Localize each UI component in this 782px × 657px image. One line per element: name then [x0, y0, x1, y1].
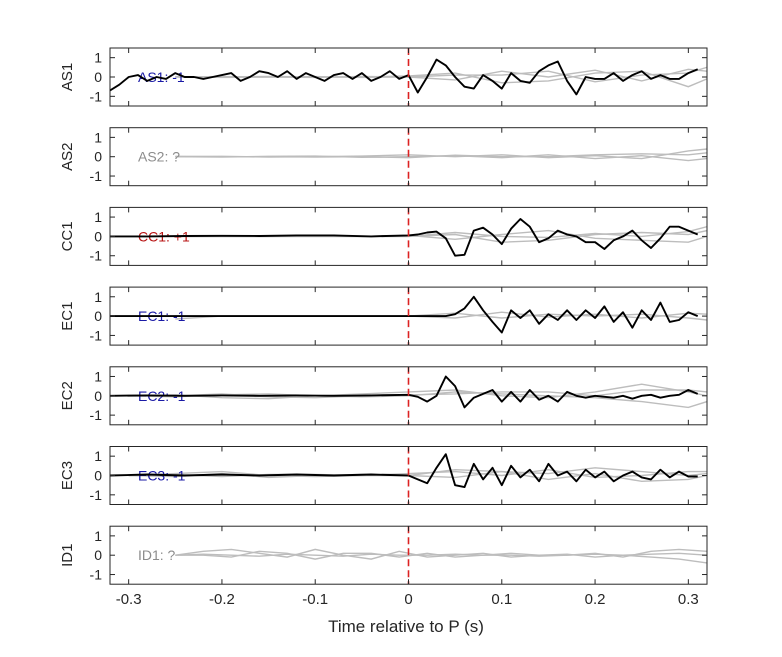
panel-traces: ID1: ? [138, 547, 707, 564]
y-tick-label: -1 [90, 407, 103, 423]
waveform-trace [110, 295, 699, 334]
panel-ec1: EC1: -1 1 0 -1 EC1 [59, 286, 708, 346]
y-tick-label: 0 [94, 308, 102, 324]
y-tick-label: -1 [90, 248, 103, 264]
station-axis-label: EC3 [59, 461, 76, 490]
x-tick-label: 0.3 [678, 591, 699, 608]
station-axis-label: AS2 [59, 143, 76, 171]
background-trace [175, 548, 707, 560]
x-tick-label: 0 [404, 591, 412, 608]
panel-traces: EC2: -1 [110, 375, 707, 409]
y-tick-label: 0 [94, 547, 102, 563]
panel-cc1: CC1: +1 1 0 -1 CC1 [59, 206, 708, 266]
background-trace [175, 152, 707, 159]
y-tick-label: 1 [94, 289, 102, 305]
station-axis-label: ID1 [59, 544, 76, 567]
panel-id1: ID1: ? 1 0 -1 ID1 [59, 525, 708, 585]
panel-traces: EC1: -1 [110, 295, 707, 334]
background-trace [175, 66, 707, 83]
polarity-label: AS2: ? [138, 149, 180, 165]
panel-ec3: EC3: -1 1 0 -1 EC3 [59, 446, 708, 505]
polarity-label: ID1: ? [138, 547, 176, 563]
y-tick-label: -1 [90, 567, 103, 583]
y-tick-label: 0 [94, 228, 102, 244]
x-tick-label: -0.3 [116, 591, 142, 608]
y-tick-label: 1 [94, 368, 102, 384]
panel-traces: AS2: ? [138, 148, 707, 165]
waveform-trace [110, 375, 699, 409]
panel-traces: EC3: -1 [110, 453, 707, 489]
y-tick-label: 1 [94, 448, 102, 464]
background-trace [128, 389, 707, 399]
y-tick-label: 0 [94, 149, 102, 165]
y-tick-label: -1 [90, 88, 103, 104]
station-axis-label: CC1 [59, 221, 76, 251]
y-tick-label: -1 [90, 168, 103, 184]
panel-traces: CC1: +1 [110, 218, 707, 257]
y-tick-label: 1 [94, 129, 102, 145]
waveform-trace [110, 58, 699, 96]
x-axis: -0.3 -0.2 -0.1 0 0.1 0.2 0.3 [116, 591, 699, 608]
station-axis-label: EC1 [59, 302, 76, 331]
y-tick-label: 1 [94, 528, 102, 544]
background-trace [175, 552, 707, 557]
panel-ec2: EC2: -1 1 0 -1 EC2 [59, 366, 708, 426]
x-tick-label: -0.2 [209, 591, 235, 608]
y-tick-label: 0 [94, 468, 102, 484]
y-tick-label: -1 [90, 487, 103, 503]
y-tick-label: 0 [94, 388, 102, 404]
x-tick-label: 0.2 [585, 591, 606, 608]
waveform-trace [110, 453, 698, 489]
polarity-label: AS1: -1 [138, 69, 185, 85]
station-axis-label: AS1 [59, 63, 76, 91]
y-tick-label: 0 [94, 69, 102, 85]
x-axis-label: Time relative to P (s) [328, 617, 484, 636]
background-trace [128, 383, 707, 400]
y-tick-label: 1 [94, 50, 102, 66]
panel-as2: AS2: ? 1 0 -1 AS2 [59, 127, 708, 187]
background-trace [128, 468, 707, 479]
panel-as1: AS1: -1 1 0 -1 AS1 [59, 47, 708, 107]
station-axis-label: EC2 [59, 381, 76, 410]
waveform-trace [110, 218, 699, 257]
panel-traces: AS1: -1 [110, 58, 707, 96]
y-tick-label: -1 [90, 327, 103, 343]
x-tick-label: -0.1 [302, 591, 328, 608]
x-tick-label: 0.1 [491, 591, 512, 608]
y-tick-label: 1 [94, 209, 102, 225]
